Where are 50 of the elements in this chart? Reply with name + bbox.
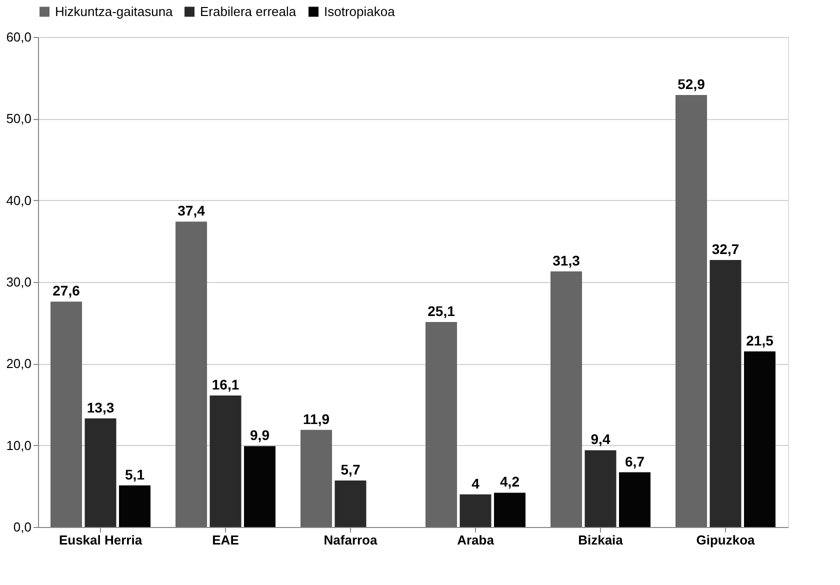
- data-label: 13,3: [86, 399, 114, 416]
- bar: [710, 260, 742, 527]
- bar: [426, 322, 458, 527]
- x-tick-label: EAE: [212, 532, 240, 548]
- y-tick-label: 40,0: [6, 192, 32, 208]
- bar: [210, 396, 242, 527]
- data-label: 6,7: [625, 453, 645, 470]
- data-label: 25,1: [428, 303, 456, 320]
- data-label: 37,4: [178, 202, 206, 219]
- data-label: 27,6: [52, 282, 80, 299]
- bar: [176, 222, 208, 527]
- x-tick-label: Bizkaia: [578, 532, 624, 548]
- bar: [744, 351, 776, 527]
- legend-label: Hizkuntza-gaitasuna: [55, 4, 174, 19]
- bar: [300, 430, 332, 527]
- y-tick-label: 60,0: [6, 30, 32, 44]
- bar: [244, 446, 276, 527]
- legend-label: Erabilera erreala: [200, 4, 297, 19]
- bar: [584, 450, 616, 527]
- data-label: 4: [472, 475, 480, 492]
- data-label: 16,1: [212, 376, 240, 393]
- x-tick-label: Gipuzkoa: [696, 532, 756, 548]
- bar: [494, 492, 526, 527]
- data-label: 9,9: [250, 427, 270, 444]
- bar: [550, 271, 582, 527]
- y-tick-label: 10,0: [6, 438, 32, 453]
- x-tick-label: Araba: [457, 532, 495, 548]
- bar: [118, 485, 150, 527]
- data-label: 32,7: [712, 240, 740, 257]
- y-tick-label: 30,0: [6, 274, 32, 290]
- y-tick-label: 20,0: [6, 356, 32, 372]
- data-label: 31,3: [552, 252, 580, 268]
- data-label: 9,4: [590, 431, 610, 448]
- bar: [460, 494, 492, 527]
- y-tick-label: 0,0: [13, 520, 32, 534]
- bar: [676, 94, 708, 527]
- data-label: 52,9: [678, 76, 706, 92]
- data-label: 21,5: [746, 332, 774, 348]
- bar: [84, 418, 116, 527]
- data-label: 4,2: [500, 474, 520, 490]
- x-tick-label: Nafarroa: [324, 532, 378, 548]
- legend-label: Isotropiakoa: [324, 4, 396, 19]
- x-tick-label: Euskal Herria: [58, 532, 143, 548]
- bar: [50, 302, 82, 527]
- data-label: 5,7: [340, 461, 360, 478]
- data-label: 11,9: [303, 410, 330, 427]
- bar: [618, 472, 650, 527]
- y-tick-label: 50,0: [6, 111, 32, 126]
- bar: [334, 480, 366, 527]
- data-label: 5,1: [125, 466, 145, 482]
